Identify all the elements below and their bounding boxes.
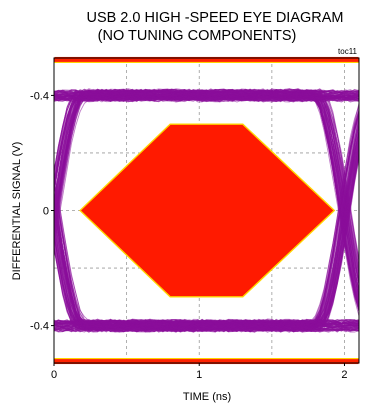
limit-bar-1	[54, 359, 359, 365]
limit-bars	[54, 56, 359, 365]
eye-trace-259	[53, 323, 360, 328]
x-tick-label-2: 2	[341, 369, 347, 381]
eye-mask	[79, 123, 336, 298]
eye-trace-249	[53, 97, 360, 102]
x-tick-label-1: 1	[196, 369, 202, 381]
chart-title-line1: USB 2.0 HIGH -SPEED EYE DIAGRAM	[86, 10, 343, 26]
eye-trace-236	[53, 88, 360, 307]
eye-trace-256	[53, 118, 360, 323]
eye-trace-258	[53, 154, 360, 332]
y-tick-label-0: -0.4	[30, 90, 49, 102]
limit-bar-0	[54, 56, 359, 62]
x-tick-label-0: 0	[51, 369, 57, 381]
eye-mask-hexagon	[79, 123, 336, 298]
eye-trace-257	[53, 93, 360, 312]
eye-trace-254	[53, 148, 360, 332]
eye-trace-250	[53, 319, 360, 324]
chart-title-line2: (NO TUNING COMPONENTS)	[98, 28, 297, 44]
y-tick-label-2: -0.4	[30, 321, 49, 333]
x-tick-labels: 0 1 2	[51, 363, 348, 381]
eye-trace-244	[53, 90, 360, 95]
y-axis-label: DIFFERENTIAL SIGNAL (V)	[11, 142, 23, 281]
figure-tag: toc11	[338, 47, 358, 56]
x-axis-label: TIME (ns)	[183, 391, 231, 403]
eye-traces	[53, 88, 360, 333]
eye-trace-222	[53, 90, 360, 285]
y-tick-label-1: 0	[43, 206, 49, 218]
y-tick-labels: -0.4 0 -0.4	[30, 90, 54, 333]
